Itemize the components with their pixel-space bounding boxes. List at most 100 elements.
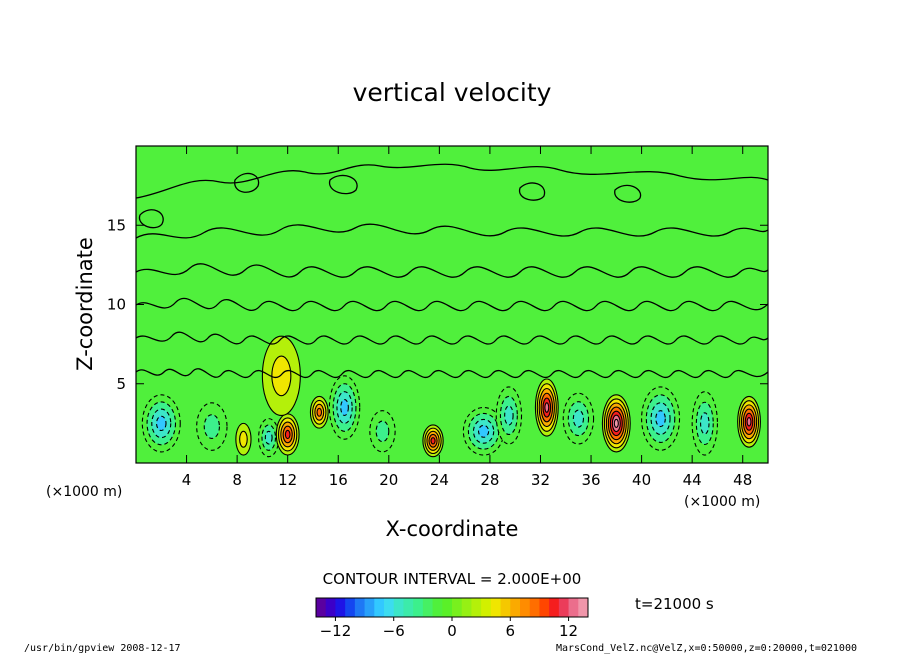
contour-line	[136, 263, 768, 278]
contour-line	[136, 297, 768, 312]
velocity-cell-contour	[544, 402, 550, 413]
colorbar-tick-labels: −12 −6 0 6 12	[320, 617, 578, 640]
velocity-cell-contour	[264, 430, 273, 445]
velocity-cell-contour	[746, 417, 752, 427]
x-tick-label: 48	[733, 471, 752, 489]
velocity-cell	[562, 392, 595, 445]
colorbar-bin	[422, 598, 434, 617]
colorbar-bin	[578, 598, 589, 617]
contour-lines	[136, 163, 768, 379]
colorbar-bin	[549, 598, 560, 617]
velocity-cell-contour	[375, 420, 390, 443]
velocity-cell-contour	[572, 409, 585, 428]
contour-line	[136, 163, 768, 199]
velocity-cell-contour	[203, 414, 220, 439]
velocity-cell	[462, 406, 505, 456]
contour-line	[136, 368, 768, 379]
velocity-cell	[691, 391, 718, 456]
velocity-cell	[235, 422, 252, 456]
velocity-cell-contour	[155, 415, 167, 432]
colorbar-bin	[316, 598, 327, 617]
contour-line	[234, 172, 260, 193]
velocity-cell-contour	[613, 418, 619, 429]
colorbar-bin	[432, 598, 443, 617]
velocity-cell	[309, 395, 329, 429]
x-axis-label: X-coordinate	[386, 517, 519, 541]
velocity-cell	[258, 418, 280, 458]
colorbar-tick-label: −6	[383, 622, 405, 640]
velocity-cell	[141, 394, 181, 453]
velocity-cell	[275, 413, 300, 456]
x-tick-label: 24	[430, 471, 449, 489]
velocity-cell-contour	[340, 399, 349, 417]
colorbar-bin	[384, 598, 395, 617]
colorbar-bin	[461, 598, 472, 617]
x-tick-label: 12	[278, 471, 297, 489]
colorbar-bin	[529, 598, 540, 617]
velocity-cell	[328, 375, 361, 440]
velocity-cell-contour	[239, 430, 248, 448]
velocity-cell	[422, 424, 444, 458]
x-tick-label: 36	[581, 471, 600, 489]
x-tick-label: 44	[683, 471, 702, 489]
colorbar-tick-label: 6	[506, 622, 516, 640]
colorbar-bin	[490, 598, 502, 617]
contour-line	[136, 223, 768, 239]
contour-line	[136, 331, 768, 345]
x-axis: 4 8 12 16 20 24 28 32 36 40 44 48	[182, 146, 752, 489]
colorbar-bin	[520, 598, 531, 617]
x-tick-label: 32	[531, 471, 550, 489]
velocity-cell-contour	[504, 405, 514, 426]
chart-title: vertical velocity	[353, 78, 552, 107]
colorbar-bin	[481, 598, 492, 617]
colorbar-bin	[442, 598, 453, 617]
footer-right: MarsCond_VelZ.nc@VelZ,x=0:50000,z=0:2000…	[556, 643, 857, 654]
x-tick-label: 16	[329, 471, 348, 489]
colorbar-bin	[374, 598, 385, 617]
x-tick-label: 40	[632, 471, 651, 489]
velocity-cell-contour	[284, 429, 291, 440]
colorbar-bin	[568, 598, 579, 617]
velocity-cell	[641, 386, 681, 451]
contour-line	[328, 174, 358, 195]
velocity-cell-contour	[430, 437, 436, 445]
velocity-cell	[495, 386, 523, 445]
y-axis-label: Z-coordinate	[73, 237, 97, 371]
colorbar-bin	[558, 598, 570, 617]
colorbar-bin	[452, 598, 463, 617]
x-tick-label: 4	[182, 471, 192, 489]
footer-left: /usr/bin/gpview 2008-12-17	[24, 643, 181, 654]
colorbar-bin	[354, 598, 366, 617]
velocity-cell-contour	[271, 355, 292, 397]
colorbar-bin	[403, 598, 414, 617]
velocity-cell	[369, 410, 396, 453]
colorbar-bin	[500, 598, 511, 617]
y-tick-label: 5	[116, 375, 126, 393]
colorbar-bin	[325, 598, 336, 617]
velocity-cell-contour	[655, 410, 666, 428]
colorbar-tick-label: 12	[559, 622, 578, 640]
x-tick-label: 8	[232, 471, 242, 489]
colorbar-bin	[510, 598, 521, 617]
velocity-cell	[737, 395, 761, 448]
colorbar-bin	[393, 598, 404, 617]
x-tick-label: 28	[480, 471, 499, 489]
time-label: t=21000 s	[635, 595, 714, 613]
velocity-cell	[601, 394, 631, 453]
colorbar-tick-label: −12	[320, 622, 352, 640]
velocity-cells	[141, 335, 761, 458]
colorbar-bin	[364, 598, 375, 617]
contour-line	[518, 182, 546, 201]
colorbar-tick-label: 0	[447, 622, 457, 640]
colorbar-bin	[413, 598, 424, 617]
y-axis: 5 10 15	[107, 216, 768, 393]
contour-line	[614, 184, 642, 203]
contour-interval-label: CONTOUR INTERVAL = 2.000E+00	[323, 570, 582, 588]
y-tick-label: 10	[107, 296, 126, 314]
velocity-cell	[261, 335, 301, 417]
x-unit-right: (×1000 m)	[684, 494, 760, 510]
velocity-cell-contour	[700, 412, 710, 435]
colorbar	[315, 597, 589, 618]
